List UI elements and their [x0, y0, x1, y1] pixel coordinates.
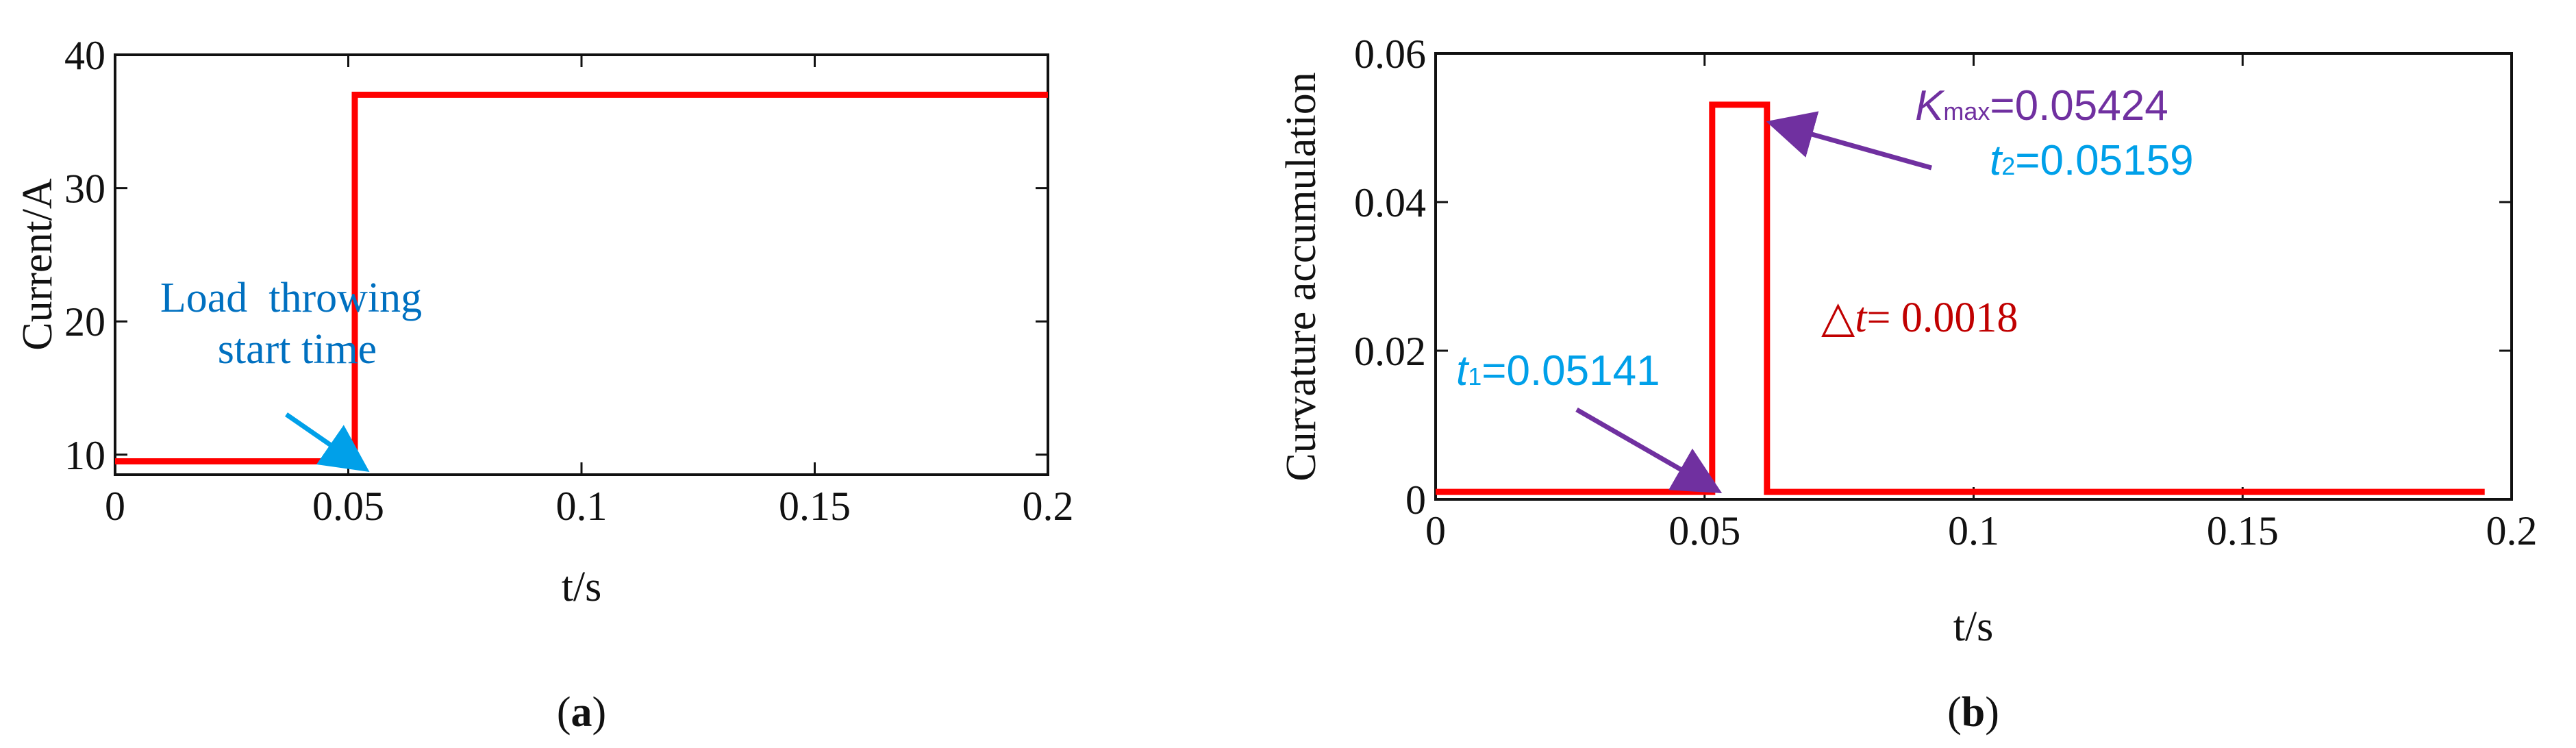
x-tick-label: 0.05	[312, 484, 384, 529]
panel-a-chart: 0 0.05 0.1 0.15 0.2 10 20 30 40 t/s Current/A L…	[14, 33, 1074, 736]
x-tick-label: 0.1	[1948, 508, 1999, 553]
kmax-value: =0.05424	[1990, 82, 2168, 129]
kmax-subscript: max	[1943, 97, 1990, 125]
t2-subscript: 2	[2001, 152, 2015, 180]
t2-value: =0.05159	[2015, 137, 2193, 184]
panel-label-b-text: b	[1962, 689, 1985, 736]
y-tick-label: 0.06	[1354, 32, 1426, 77]
x-axis-label: t/s	[562, 564, 602, 610]
y-axis-ticks: 0 0.02 0.04 0.06	[1354, 32, 2512, 523]
x-axis-ticks: 0 0.05 0.1 0.15 0.2	[1425, 53, 2538, 553]
panel-label-b: (b)	[1947, 689, 1999, 736]
kmax-symbol: K	[1915, 82, 1945, 129]
y-tick-label: 0.04	[1354, 180, 1426, 225]
annotation-arrow-t2	[1766, 111, 1932, 171]
annotation-delta-t: △t= 0.0018	[1821, 292, 2018, 342]
y-tick-label: 40	[64, 33, 105, 78]
y-axis-label: Curvature accumulation	[1278, 72, 1325, 481]
panel-label-a-text: a	[571, 689, 592, 736]
x-axis-label: t/s	[1953, 603, 1994, 650]
panel-b-chart: 0 0.05 0.1 0.15 0.2 0 0.02 0.04 0.06 t/s Curvat…	[1278, 32, 2538, 736]
x-tick-label: 0.2	[1023, 484, 1074, 529]
delta-t-value: = 0.0018	[1866, 295, 2018, 341]
x-tick-label: 0	[105, 484, 125, 529]
annotation-arrow-t1	[1575, 407, 1723, 493]
series-line	[115, 91, 1048, 464]
annotation-arrow-a	[285, 412, 370, 472]
t1-value: =0.05141	[1481, 347, 1660, 395]
delta-t-symbol: t	[1855, 295, 1868, 341]
y-axis-ticks: 10 20 30 40	[64, 33, 1048, 478]
annotation-t2: t2=0.05159	[1990, 137, 2194, 184]
x-tick-label: 0.1	[556, 484, 608, 529]
annotation-load-throwing-line2: start time	[218, 326, 377, 373]
annotation-load-throwing-line1: Load throwing	[160, 275, 422, 321]
x-axis-ticks: 0 0.05 0.1 0.15 0.2	[105, 55, 1074, 529]
plot-frame	[114, 53, 1049, 476]
series-line	[1436, 101, 2485, 495]
x-tick-label: 0.2	[2486, 508, 2538, 553]
y-tick-label: 20	[64, 299, 105, 345]
y-tick-label: 10	[64, 433, 105, 478]
annotation-t1: t1=0.05141	[1456, 347, 1660, 395]
t2-symbol: t	[1990, 137, 2003, 184]
x-tick-label: 0.15	[779, 484, 851, 529]
y-tick-label: 0	[1405, 477, 1426, 523]
delta-symbol: △	[1821, 292, 1855, 342]
annotation-kmax: Kmax=0.05424	[1915, 82, 2168, 129]
panel-label-a: (a)	[557, 689, 606, 736]
t1-symbol: t	[1456, 347, 1470, 395]
x-tick-label: 0	[1425, 508, 1446, 553]
t1-subscript: 1	[1468, 362, 1481, 390]
x-tick-label: 0.05	[1668, 508, 1740, 553]
y-axis-label: Current/A	[14, 178, 61, 351]
y-tick-label: 0.02	[1354, 329, 1426, 374]
x-tick-label: 0.15	[2207, 508, 2279, 553]
y-tick-label: 30	[64, 166, 105, 212]
